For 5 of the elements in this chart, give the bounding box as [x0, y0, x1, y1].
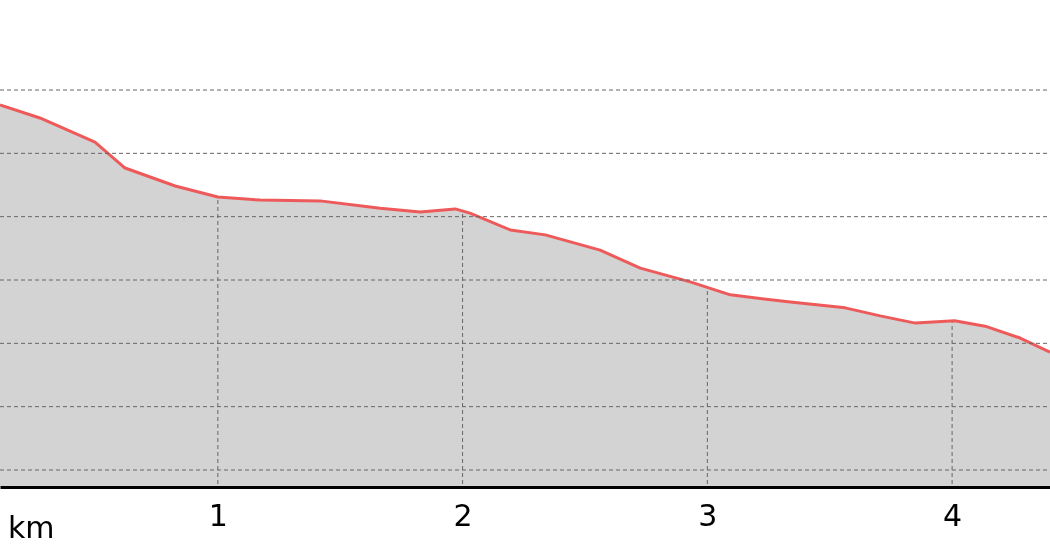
- x-tick-label: 3: [698, 498, 718, 534]
- x-tick-label: 4: [943, 498, 963, 534]
- x-tick-label: 1: [208, 498, 228, 534]
- x-tick-label: 2: [453, 498, 473, 534]
- x-axis-title: km: [8, 510, 55, 545]
